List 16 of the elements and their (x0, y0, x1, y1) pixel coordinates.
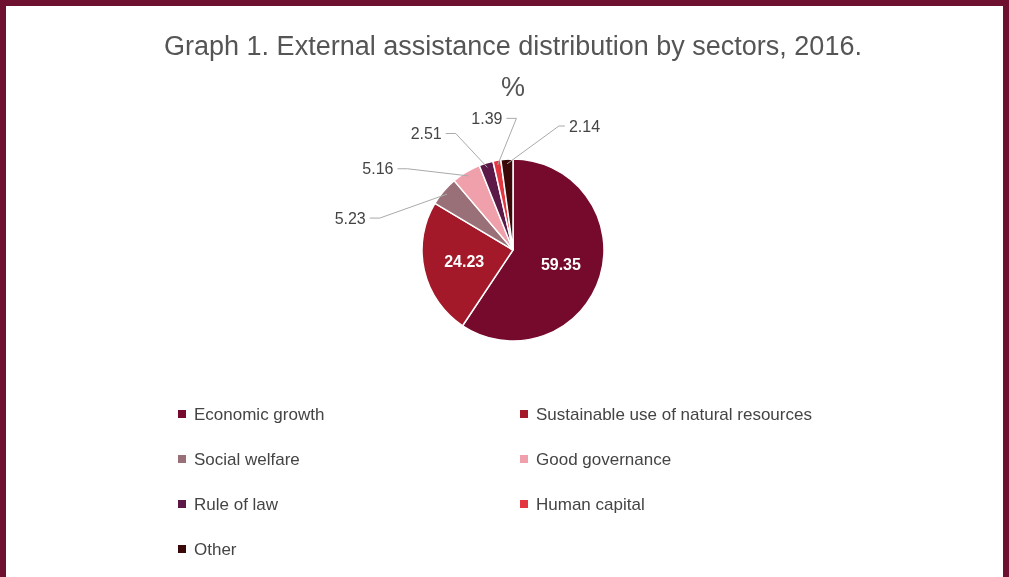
data-label: 24.23 (444, 252, 485, 270)
legend-label: Good governance (536, 449, 672, 469)
legend-label: Other (194, 539, 237, 559)
legend-label: Sustainable use of natural resources (536, 404, 812, 424)
data-label: 2.14 (568, 117, 601, 135)
data-label: 5.23 (334, 209, 366, 227)
data-label: 2.51 (410, 125, 442, 143)
chart-title: Graph 1. External assistance distribution by sectors, 2016. (164, 31, 862, 61)
chart-subtitle: % (500, 72, 526, 102)
legend-label: Rule of law (194, 494, 279, 514)
data-label: 59.35 (540, 256, 582, 274)
legend-label: Economic growth (194, 404, 325, 424)
legend-label: Social welfare (194, 449, 300, 469)
data-label: 5.16 (362, 160, 394, 178)
data-label: 1.39 (471, 109, 503, 127)
legend-label: Human capital (536, 494, 645, 514)
